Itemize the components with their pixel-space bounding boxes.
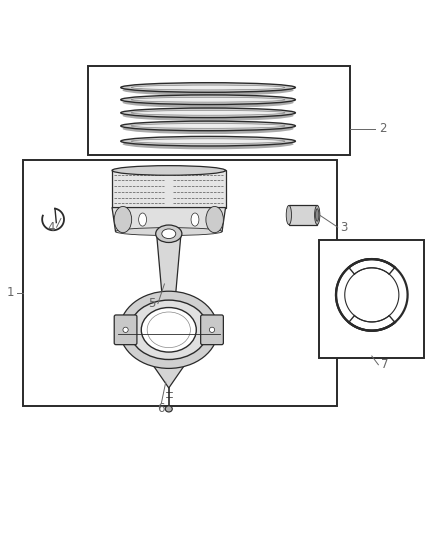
Ellipse shape	[123, 139, 293, 149]
Bar	[112, 171, 226, 207]
Polygon shape	[152, 364, 185, 388]
Ellipse shape	[286, 205, 292, 224]
Ellipse shape	[123, 98, 293, 108]
Ellipse shape	[315, 209, 319, 221]
Text: 4: 4	[47, 221, 55, 233]
Text: 7: 7	[381, 358, 389, 372]
Ellipse shape	[121, 108, 295, 118]
Text: 2: 2	[379, 123, 386, 135]
Ellipse shape	[121, 136, 295, 146]
Ellipse shape	[141, 308, 196, 352]
Ellipse shape	[131, 124, 285, 128]
Ellipse shape	[123, 124, 293, 134]
Polygon shape	[157, 236, 181, 298]
Ellipse shape	[162, 229, 176, 239]
Ellipse shape	[121, 121, 295, 131]
Ellipse shape	[114, 206, 132, 233]
Bar	[22, 159, 337, 406]
Text: 5: 5	[148, 297, 155, 310]
Bar	[319, 240, 424, 358]
Ellipse shape	[121, 95, 295, 104]
Bar	[289, 205, 317, 224]
Ellipse shape	[123, 110, 293, 121]
Ellipse shape	[139, 213, 147, 226]
Ellipse shape	[131, 85, 285, 90]
Ellipse shape	[120, 291, 218, 368]
Ellipse shape	[131, 110, 285, 115]
Ellipse shape	[206, 206, 223, 233]
Ellipse shape	[147, 312, 191, 348]
Ellipse shape	[165, 406, 172, 412]
Text: 3: 3	[340, 221, 347, 233]
Ellipse shape	[131, 98, 285, 102]
Ellipse shape	[191, 213, 199, 226]
Ellipse shape	[112, 166, 226, 175]
FancyBboxPatch shape	[201, 315, 223, 345]
Ellipse shape	[123, 327, 128, 333]
Polygon shape	[112, 207, 226, 231]
Ellipse shape	[121, 83, 295, 92]
Ellipse shape	[131, 139, 285, 143]
Ellipse shape	[155, 225, 182, 243]
Ellipse shape	[123, 85, 293, 95]
Ellipse shape	[209, 327, 215, 333]
Ellipse shape	[314, 205, 320, 224]
Text: 1: 1	[7, 286, 14, 299]
Ellipse shape	[130, 300, 208, 359]
Ellipse shape	[116, 228, 222, 236]
Text: 6: 6	[158, 402, 165, 415]
Bar	[88, 66, 350, 155]
FancyBboxPatch shape	[114, 315, 137, 345]
